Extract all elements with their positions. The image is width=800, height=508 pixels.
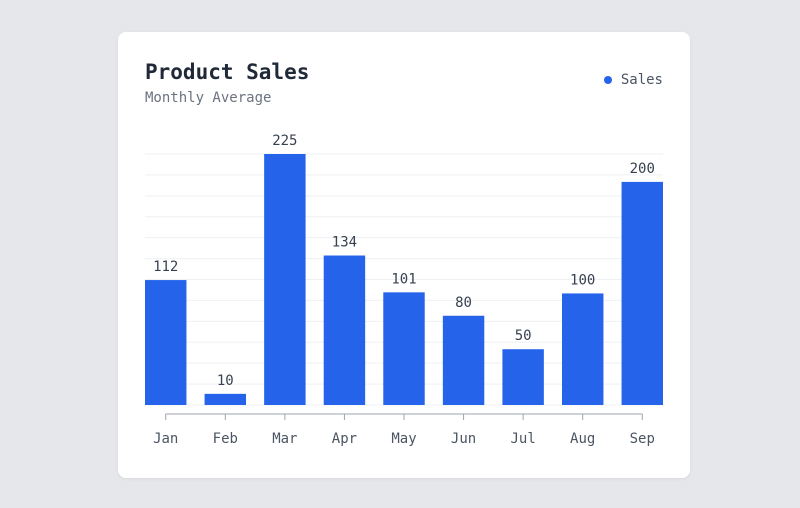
value-label-aug: 100 — [570, 272, 595, 288]
value-label-sep: 200 — [630, 161, 655, 177]
x-tick-label-mar: Mar — [272, 431, 297, 447]
x-tick-label-jun: Jun — [451, 431, 476, 447]
value-label-jan: 112 — [153, 259, 178, 275]
x-tick-label-jul: Jul — [510, 431, 535, 447]
x-tick-label-apr: Apr — [332, 431, 357, 447]
bar-jun[interactable] — [442, 315, 485, 405]
bar-jan[interactable] — [145, 280, 187, 405]
legend-swatch — [603, 76, 612, 84]
x-tick-label-sep: Sep — [630, 431, 655, 447]
bar-jul[interactable] — [502, 349, 544, 405]
value-label-may: 101 — [391, 271, 416, 287]
bars — [145, 154, 663, 405]
x-axis: Jan Feb Mar Apr May Jun Jul Aug Sep — [153, 413, 655, 447]
bar-may[interactable] — [383, 292, 425, 405]
value-label-jun: 80 — [455, 295, 472, 311]
chart-title: Product Sales — [145, 60, 310, 84]
chart-card: Product Sales Monthly Average Sales Jan F… — [118, 32, 690, 478]
value-label-feb: 10 — [217, 373, 234, 389]
bar-aug[interactable] — [561, 293, 604, 405]
legend: Sales — [603, 72, 663, 88]
x-tick-label-feb: Feb — [213, 431, 238, 447]
bar-sep[interactable] — [621, 181, 663, 405]
x-tick-label-jan: Jan — [153, 431, 178, 447]
value-label-apr: 134 — [332, 235, 357, 251]
value-labels: 112 10 225 134 101 80 50 100 200 — [153, 133, 655, 389]
value-label-jul: 50 — [515, 328, 532, 344]
bar-feb[interactable] — [204, 393, 247, 405]
legend-label: Sales — [620, 72, 663, 88]
x-tick-label-may: May — [391, 431, 416, 447]
chart-subtitle: Monthly Average — [145, 90, 272, 106]
bar-mar[interactable] — [264, 154, 306, 405]
x-tick-label-aug: Aug — [570, 431, 595, 447]
bar-apr[interactable] — [323, 255, 366, 405]
value-label-mar: 225 — [272, 133, 297, 149]
bar-chart: Jan Feb Mar Apr May Jun Jul Aug Sep 112102251341… — [145, 133, 663, 447]
